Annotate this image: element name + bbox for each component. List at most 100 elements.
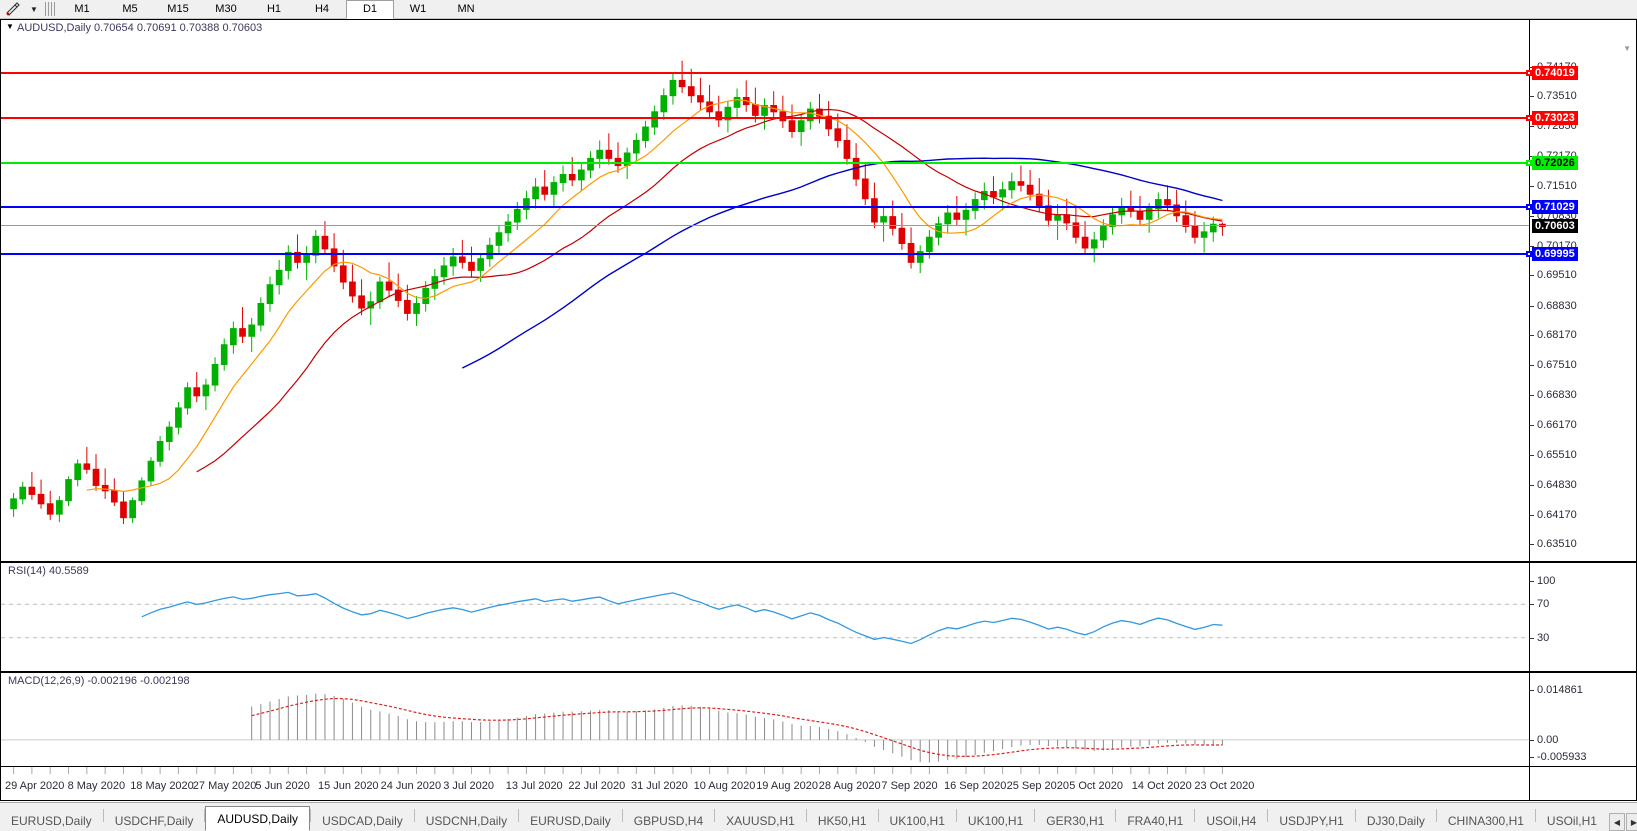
date-axis-tick-label: 19 Aug 2020 [756, 780, 818, 792]
level-handle[interactable] [1526, 250, 1532, 257]
rsi-axis-line [1529, 563, 1530, 671]
level-handle[interactable] [1526, 159, 1532, 166]
chart-tab-eurusd-daily[interactable]: EURUSD,Daily [530, 813, 611, 828]
chart-tab-uk100-h1[interactable]: UK100,H1 [889, 813, 945, 828]
chart-tab-gbpusd-h4[interactable]: GBPUSD,H4 [633, 813, 704, 828]
level-line-resistance[interactable] [1, 70, 1532, 77]
date-axis-line [1529, 767, 1530, 800]
date-axis-tick-label: 8 May 2020 [67, 780, 126, 792]
rsi-pane[interactable]: RSI(14) 40.5589 100 70 30 [1, 561, 1637, 671]
price-axis-tick-label: 0.69510 [1537, 269, 1577, 282]
date-axis-tick-label: 23 Oct 2020 [1194, 780, 1255, 792]
macd-header-label: MACD(12,26,9) -0.002196 -0.002198 [8, 675, 190, 687]
rsi-line [1, 591, 1529, 645]
price-plot-area[interactable] [1, 20, 1529, 561]
chart-tab-usoil-h1[interactable]: USOil,H1 [1546, 813, 1597, 828]
chart-tab-uk100-h1[interactable]: UK100,H1 [967, 813, 1024, 828]
macd-axis-line [1529, 673, 1530, 766]
chart-tab-usoil-h4[interactable]: USOil,H4 [1206, 813, 1257, 828]
chart-tab-usdjpy-h1[interactable]: USDJPY,H1 [1279, 813, 1344, 828]
price-axis-tick [1529, 125, 1534, 127]
date-axis-tick-label: 22 Jul 2020 [568, 780, 626, 792]
chart-tab-audusd-daily[interactable]: AUDUSD,Daily [205, 806, 311, 831]
price-axis-tick-label: 0.68830 [1537, 299, 1577, 312]
level-line-support[interactable] [1, 204, 1532, 211]
collapse-caret-icon[interactable]: ▼ [6, 22, 14, 31]
price-axis-tick-label: 0.71510 [1537, 179, 1577, 192]
price-axis-tick-label: 0.73510 [1537, 90, 1577, 103]
price-axis-tick-label: 0.65510 [1537, 448, 1577, 461]
timeframe-m15[interactable]: M15 [167, 3, 189, 15]
timeframe-m5[interactable]: M5 [122, 3, 138, 15]
timeframe-mn[interactable]: MN [457, 3, 475, 15]
date-axis-tick-label: 5 Oct 2020 [1069, 780, 1124, 792]
price-tag: 0.74019 [1532, 66, 1578, 81]
toolbar-grip[interactable] [45, 2, 55, 16]
arrow-left-icon[interactable]: ◀ [1608, 813, 1625, 831]
level-handle[interactable] [1526, 70, 1532, 77]
rsi-axis-tick-label: 100 [1537, 575, 1556, 587]
price-axis-tick [1529, 96, 1534, 98]
chart-tab-ger30-h1[interactable]: GER30,H1 [1046, 813, 1105, 828]
level-handle[interactable] [1526, 204, 1532, 211]
chart-tab-usdchf-daily[interactable]: USDCHF,Daily [114, 813, 194, 828]
tab-separator [1034, 808, 1036, 822]
level-line-pivot[interactable] [1, 159, 1532, 166]
chart-tab-usdcad-daily[interactable]: USDCAD,Daily [322, 813, 403, 828]
price-axis-tick [1529, 544, 1534, 546]
price-axis-tick [1529, 424, 1534, 426]
tab-separator [1435, 808, 1437, 822]
price-axis-tick [1529, 245, 1534, 247]
price-axis-tick-label: 0.64830 [1537, 478, 1577, 491]
macd-pane[interactable]: MACD(12,26,9) -0.002196 -0.002198 0.0148… [1, 671, 1637, 766]
chevron-down-icon[interactable]: ▼ [30, 4, 38, 14]
rsi-plot-area[interactable] [1, 563, 1529, 671]
timeframe-m30[interactable]: M30 [215, 3, 237, 15]
chart-tabs-group: EURUSD,Daily USDCHF,Daily AUDUSD,Daily USDC… [0, 803, 1608, 831]
level-handle[interactable] [1526, 114, 1532, 121]
timeframe-m1[interactable]: M1 [74, 3, 90, 15]
date-axis[interactable]: 29 Apr 2020 8 May 2020 18 May 2020 27 May 2… [1, 766, 1637, 800]
level-line-support[interactable] [1, 250, 1532, 257]
tab-separator [805, 808, 807, 822]
chart-tab-china300-h1[interactable]: CHINA300,H1 [1447, 813, 1524, 828]
level-line-last-price[interactable] [1, 225, 1529, 227]
scroll-caret-icon[interactable]: ▼ [1623, 44, 1631, 53]
chart-tab-hk50-h1[interactable]: HK50,H1 [817, 813, 867, 828]
price-axis-line [1529, 20, 1530, 561]
rsi-axis-tick [1529, 637, 1534, 639]
price-axis-tick [1529, 305, 1534, 307]
date-axis-tick-label: 3 Jul 2020 [443, 780, 494, 792]
date-axis-tick-label: 28 Aug 2020 [818, 780, 881, 792]
rsi-axis-tick [1529, 604, 1534, 606]
chart-tab-usdcnh-daily[interactable]: USDCNH,Daily [425, 813, 508, 828]
chart-tab-eurusd-daily[interactable]: EURUSD,Daily [11, 813, 92, 828]
price-candles [10, 60, 1226, 524]
chart-tab-xauusd-h1[interactable]: XAUUSD,H1 [726, 813, 795, 828]
macd-axis-tick-label: -0.005933 [1537, 751, 1587, 763]
macd-axis-tick-label: 0.00 [1537, 733, 1559, 746]
chart-canvas[interactable]: ▼ AUDUSD,Daily 0.70654 0.70691 0.70388 0… [0, 19, 1637, 801]
chart-tab-dj30-daily[interactable]: DJ30,Daily [1366, 813, 1425, 828]
timeframe-h1[interactable]: H1 [266, 3, 282, 15]
arrow-right-icon[interactable]: ▶ [1625, 813, 1637, 831]
macd-axis-tick [1529, 739, 1534, 741]
price-tag: 0.73023 [1532, 110, 1578, 125]
timeframe-w1[interactable]: W1 [409, 3, 427, 15]
timeframe-d1[interactable]: D1 [346, 0, 394, 19]
level-line-resistance[interactable] [1, 114, 1532, 121]
price-axis-tick [1529, 156, 1534, 158]
date-axis-tick-label: 5 Jun 2020 [255, 780, 310, 792]
date-axis-tick-label: 27 May 2020 [192, 780, 257, 792]
chart-tab-fra40-h1[interactable]: FRA40,H1 [1127, 813, 1184, 828]
macd-plot-area[interactable] [1, 673, 1529, 766]
timeframe-h4[interactable]: H4 [314, 3, 330, 15]
timeframe-group: M1 M5 M15 M30 H1 H4 D1 W1 MN [58, 0, 490, 19]
timeframe-toolbar: ▼ M1 M5 M15 M30 H1 H4 D1 W1 MN [0, 0, 1637, 19]
price-axis-tick [1529, 216, 1534, 218]
tab-separator [714, 808, 716, 822]
rsi-header-label: RSI(14) 40.5589 [8, 565, 89, 577]
price-pane[interactable]: ▼ AUDUSD,Daily 0.70654 0.70691 0.70388 0… [1, 20, 1637, 561]
draw-tools-icon[interactable] [0, 0, 26, 18]
